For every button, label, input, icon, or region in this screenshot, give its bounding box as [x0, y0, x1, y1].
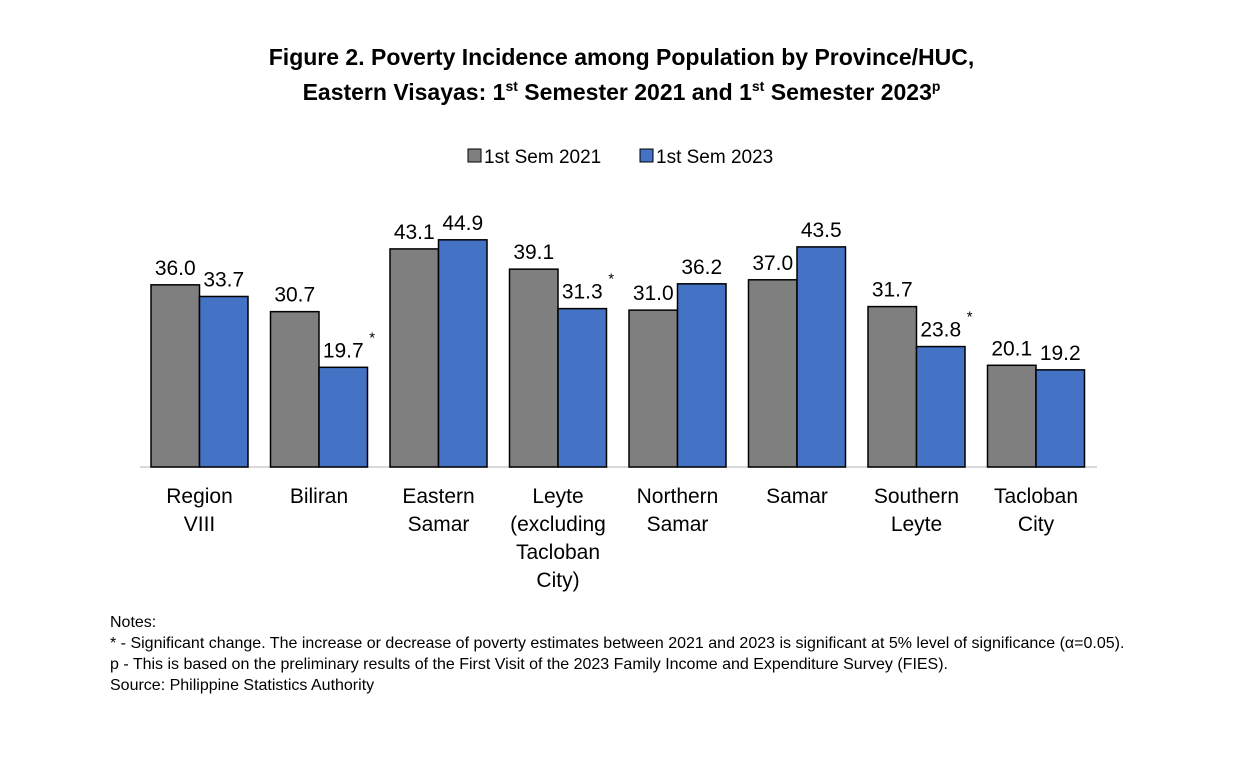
- data-label: 30.7: [274, 284, 315, 307]
- data-label: 39.1: [513, 241, 554, 264]
- title-text: Eastern Visayas: 1: [302, 79, 506, 105]
- category-label: Samar: [766, 485, 828, 508]
- data-label: 19.2: [1040, 342, 1081, 365]
- title-line-1: Figure 2. Poverty Incidence among Popula…: [268, 44, 975, 70]
- category-label: Region: [166, 485, 233, 508]
- bar: [915, 345, 966, 468]
- data-label: 31.7: [872, 279, 913, 302]
- source-note: Source: Philippine Statistics Authority: [110, 677, 375, 694]
- category-label: Samar: [408, 513, 470, 536]
- bar: [747, 279, 798, 468]
- category-label: Leyte: [891, 513, 942, 536]
- category-label: Southern: [874, 485, 959, 508]
- bar: [150, 284, 201, 468]
- data-label: 36.0: [155, 257, 196, 280]
- legend-swatch: [639, 148, 654, 163]
- bar: [269, 310, 320, 468]
- data-label: 19.7: [323, 339, 364, 362]
- bar: [557, 307, 608, 468]
- data-label: 43.5: [801, 219, 842, 242]
- note-significance: * - Significant change. The increase or …: [110, 635, 1125, 652]
- data-label: 43.1: [394, 221, 435, 244]
- bar: [437, 239, 488, 468]
- significance-marker: *: [608, 271, 614, 288]
- legend-label: 1st Sem 2021: [484, 147, 601, 168]
- significance-marker: *: [369, 329, 375, 346]
- category-label: Tacloban: [994, 485, 1078, 508]
- legend-swatch: [467, 148, 482, 163]
- title-text: Semester 2021 and 1: [517, 79, 752, 105]
- title-sup: st: [751, 78, 765, 94]
- category-label: VIII: [184, 513, 216, 536]
- title-line-2: Eastern Visayas: 1st Semester 2021 and 1…: [0, 75, 1243, 110]
- data-label: 23.8: [920, 319, 961, 342]
- chart-title: Figure 2. Poverty Incidence among Popula…: [0, 40, 1243, 110]
- significance-marker: *: [967, 309, 973, 326]
- bar: [796, 246, 847, 468]
- category-label: Eastern: [402, 485, 474, 508]
- data-label: 20.1: [991, 337, 1032, 360]
- data-label: 36.2: [681, 256, 722, 279]
- bar: [986, 364, 1037, 468]
- category-label: Leyte: [532, 485, 583, 508]
- category-label: City): [536, 569, 579, 592]
- bar: [508, 268, 559, 468]
- data-label: 33.7: [203, 268, 244, 291]
- category-label: (excluding: [510, 513, 606, 536]
- data-label: 44.9: [442, 212, 483, 235]
- legend-label: 1st Sem 2023: [656, 147, 773, 168]
- title-sup: st: [505, 78, 518, 94]
- bar: [1035, 369, 1086, 468]
- notes: Notes: * - Significant change. The incre…: [110, 612, 1160, 696]
- category-label: Biliran: [290, 485, 348, 508]
- category-label: Northern: [637, 485, 719, 508]
- title-text: Semester 2023: [764, 79, 932, 105]
- bar: [676, 283, 727, 468]
- data-label: 31.3: [562, 281, 603, 304]
- bar: [318, 366, 369, 468]
- title-sup: p: [931, 78, 941, 94]
- note-preliminary: p - This is based on the preliminary res…: [110, 656, 948, 673]
- bar: [867, 305, 918, 468]
- bar: [628, 309, 679, 468]
- data-label: 31.0: [633, 282, 674, 305]
- category-label: City: [1018, 513, 1055, 536]
- bar: [198, 295, 249, 468]
- bar: [389, 248, 440, 468]
- category-label: Samar: [647, 513, 709, 536]
- category-label: Tacloban: [516, 541, 600, 564]
- notes-heading: Notes:: [110, 614, 157, 631]
- data-label: 37.0: [752, 252, 793, 275]
